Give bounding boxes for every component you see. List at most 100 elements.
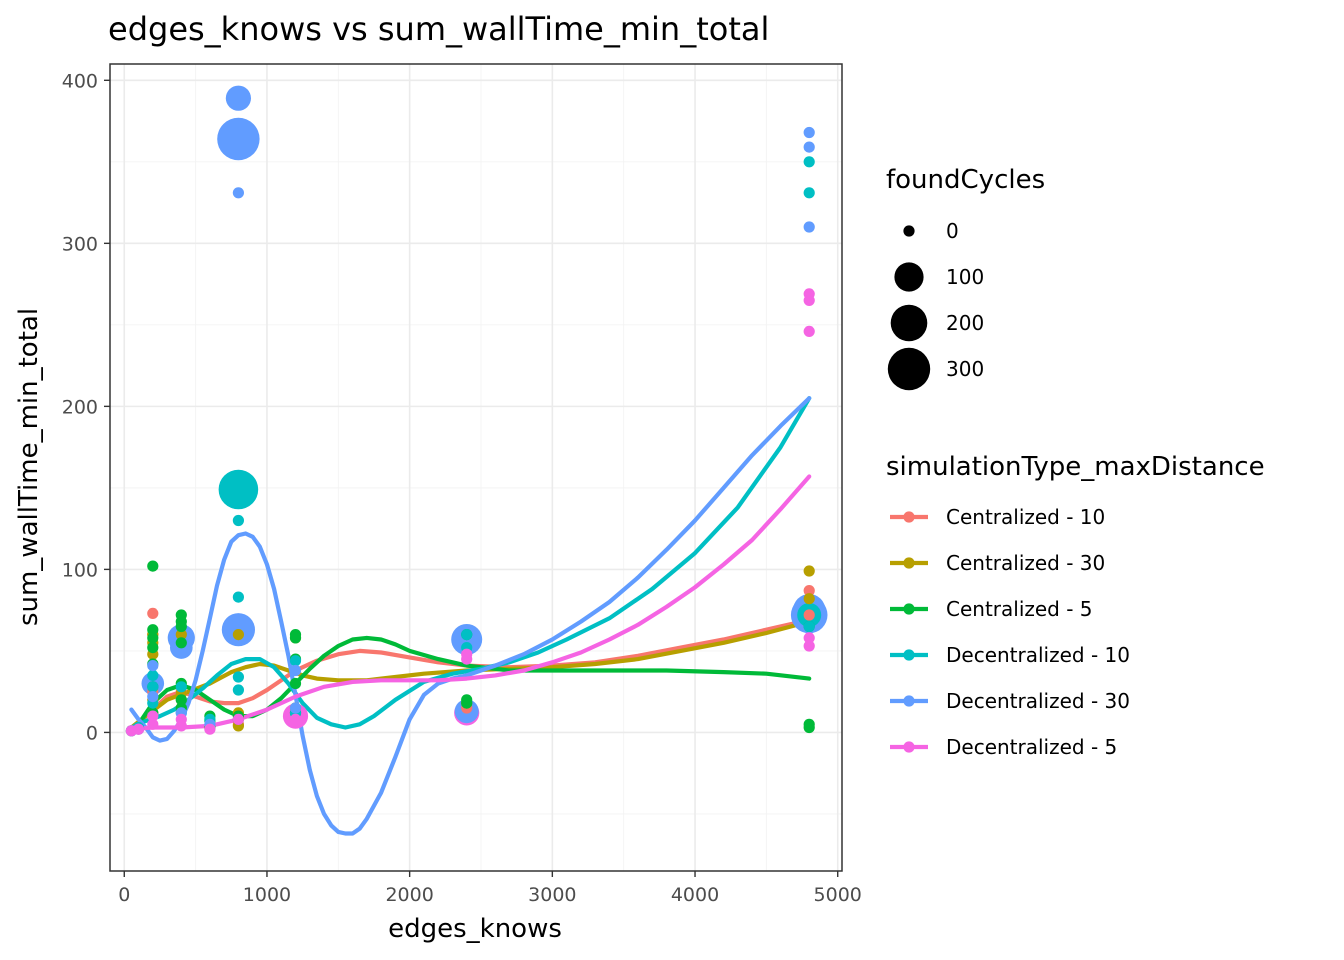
y-tick-label: 0: [86, 722, 98, 744]
data-point-series-2: [461, 697, 473, 709]
data-point-series-5: [232, 713, 244, 726]
data-point-series-5: [803, 640, 815, 652]
data-point-series-4: [217, 117, 260, 161]
data-point-series-4: [803, 221, 815, 233]
data-point-series-2: [175, 620, 187, 633]
size-legend-label: 100: [946, 265, 984, 289]
color-legend-label: Decentralized - 10: [946, 643, 1130, 667]
color-legend-dot: [903, 557, 915, 569]
data-point-series-3: [232, 684, 244, 696]
data-point-series-2: [289, 677, 302, 690]
data-point-series-3: [803, 156, 815, 168]
data-point-series-1: [803, 593, 815, 605]
data-point-series-3: [232, 671, 244, 683]
data-point-series-5: [803, 632, 815, 644]
data-point-series-1: [175, 629, 187, 641]
x-axis: 0 1000 2000 3000 4000 5000: [118, 871, 862, 906]
data-point-series-4: [803, 141, 815, 153]
color-legend-label: Centralized - 30: [946, 551, 1105, 575]
size-legend-title: foundCycles: [886, 165, 1045, 195]
data-point-series-3: [803, 187, 815, 199]
y-tick-label: 100: [62, 559, 98, 581]
data-point-series-5: [461, 653, 473, 665]
x-tick-label: 4000: [671, 884, 719, 906]
data-point-series-2: [147, 642, 159, 654]
y-axis: 0 100 200 300 400: [62, 70, 110, 744]
data-point-series-3: [461, 629, 473, 641]
color-legend-dot: [903, 741, 915, 753]
data-point-series-5: [132, 723, 145, 735]
color-legend-label: Decentralized - 30: [946, 689, 1130, 713]
color-legend-dot: [903, 649, 915, 661]
data-point-series-3: [803, 620, 815, 633]
data-point-series-2: [147, 632, 159, 644]
grid-lines: [110, 64, 842, 871]
color-legend-label: Centralized - 10: [946, 505, 1105, 529]
size-legend-label: 300: [946, 357, 984, 381]
color-legend-label: Decentralized - 5: [946, 735, 1117, 759]
smooth-line-3: [129, 396, 812, 730]
data-point-series-0: [803, 609, 815, 621]
panel-border: [109, 63, 843, 872]
data-point-series-2: [147, 560, 159, 572]
y-tick-label: 200: [62, 396, 98, 418]
data-point-series-4: [147, 660, 159, 672]
smooth-line-0: [129, 617, 812, 732]
size-legend-key: [894, 262, 924, 292]
data-point-series-4: [803, 126, 815, 139]
data-point-series-0: [147, 607, 159, 620]
x-tick-label: 2000: [385, 884, 433, 906]
data-point-series-5: [289, 713, 302, 726]
x-tick-label: 3000: [528, 884, 576, 906]
data-point-series-3: [147, 681, 159, 693]
x-tick-label: 1000: [243, 884, 291, 906]
color-legend-dot: [903, 695, 915, 707]
data-point-series-5: [175, 720, 187, 732]
size-legend-label: 0: [946, 219, 959, 243]
data-point-series-3: [218, 469, 259, 510]
data-point-series-4: [225, 85, 251, 111]
data-point-series-5: [204, 723, 216, 735]
data-point-series-5: [803, 294, 815, 306]
plot-panel: [109, 63, 843, 872]
data-point-series-2: [175, 694, 187, 706]
size-legend: foundCycles 0 100 200 300: [886, 165, 1045, 391]
y-axis-title: sum_wallTime_min_total: [14, 308, 44, 626]
data-point-series-0: [803, 585, 815, 597]
data-point-series-3: [175, 681, 187, 693]
x-tick-label: 5000: [814, 884, 862, 906]
y-tick-label: 400: [62, 70, 98, 92]
data-point-series-2: [175, 637, 187, 649]
data-point-series-2: [147, 624, 159, 636]
data-point-series-5: [803, 325, 815, 337]
data-points: [125, 85, 828, 737]
data-point-series-3: [232, 591, 244, 603]
x-tick-label: 0: [118, 884, 130, 906]
smooth-line-4: [129, 396, 812, 836]
data-point-series-3: [232, 514, 244, 527]
data-point-series-1: [803, 565, 815, 577]
size-legend-key: [903, 225, 915, 237]
size-legend-label: 200: [946, 311, 984, 335]
color-legend-dot: [903, 603, 915, 615]
smooth-lines: [129, 396, 812, 836]
data-point-series-3: [289, 655, 302, 667]
data-point-series-4: [147, 691, 159, 703]
data-point-series-5: [147, 710, 159, 722]
data-point-series-5: [147, 718, 159, 730]
data-point-series-4: [289, 702, 302, 714]
data-point-series-4: [232, 187, 244, 199]
size-legend-key: [887, 347, 931, 391]
color-legend: simulationType_maxDistance Centralized -…: [886, 452, 1265, 759]
color-legend-label: Centralized - 5: [946, 597, 1093, 621]
smooth-line-2: [136, 635, 812, 727]
color-legend-dot: [903, 511, 915, 523]
data-point-series-2: [803, 721, 815, 734]
y-tick-label: 300: [62, 233, 98, 255]
size-legend-key: [890, 304, 928, 342]
x-axis-title: edges_knows: [388, 914, 562, 944]
data-point-series-3: [147, 669, 159, 682]
chart-title: edges_knows vs sum_wallTime_min_total: [108, 10, 769, 48]
data-point-series-4: [289, 664, 302, 677]
